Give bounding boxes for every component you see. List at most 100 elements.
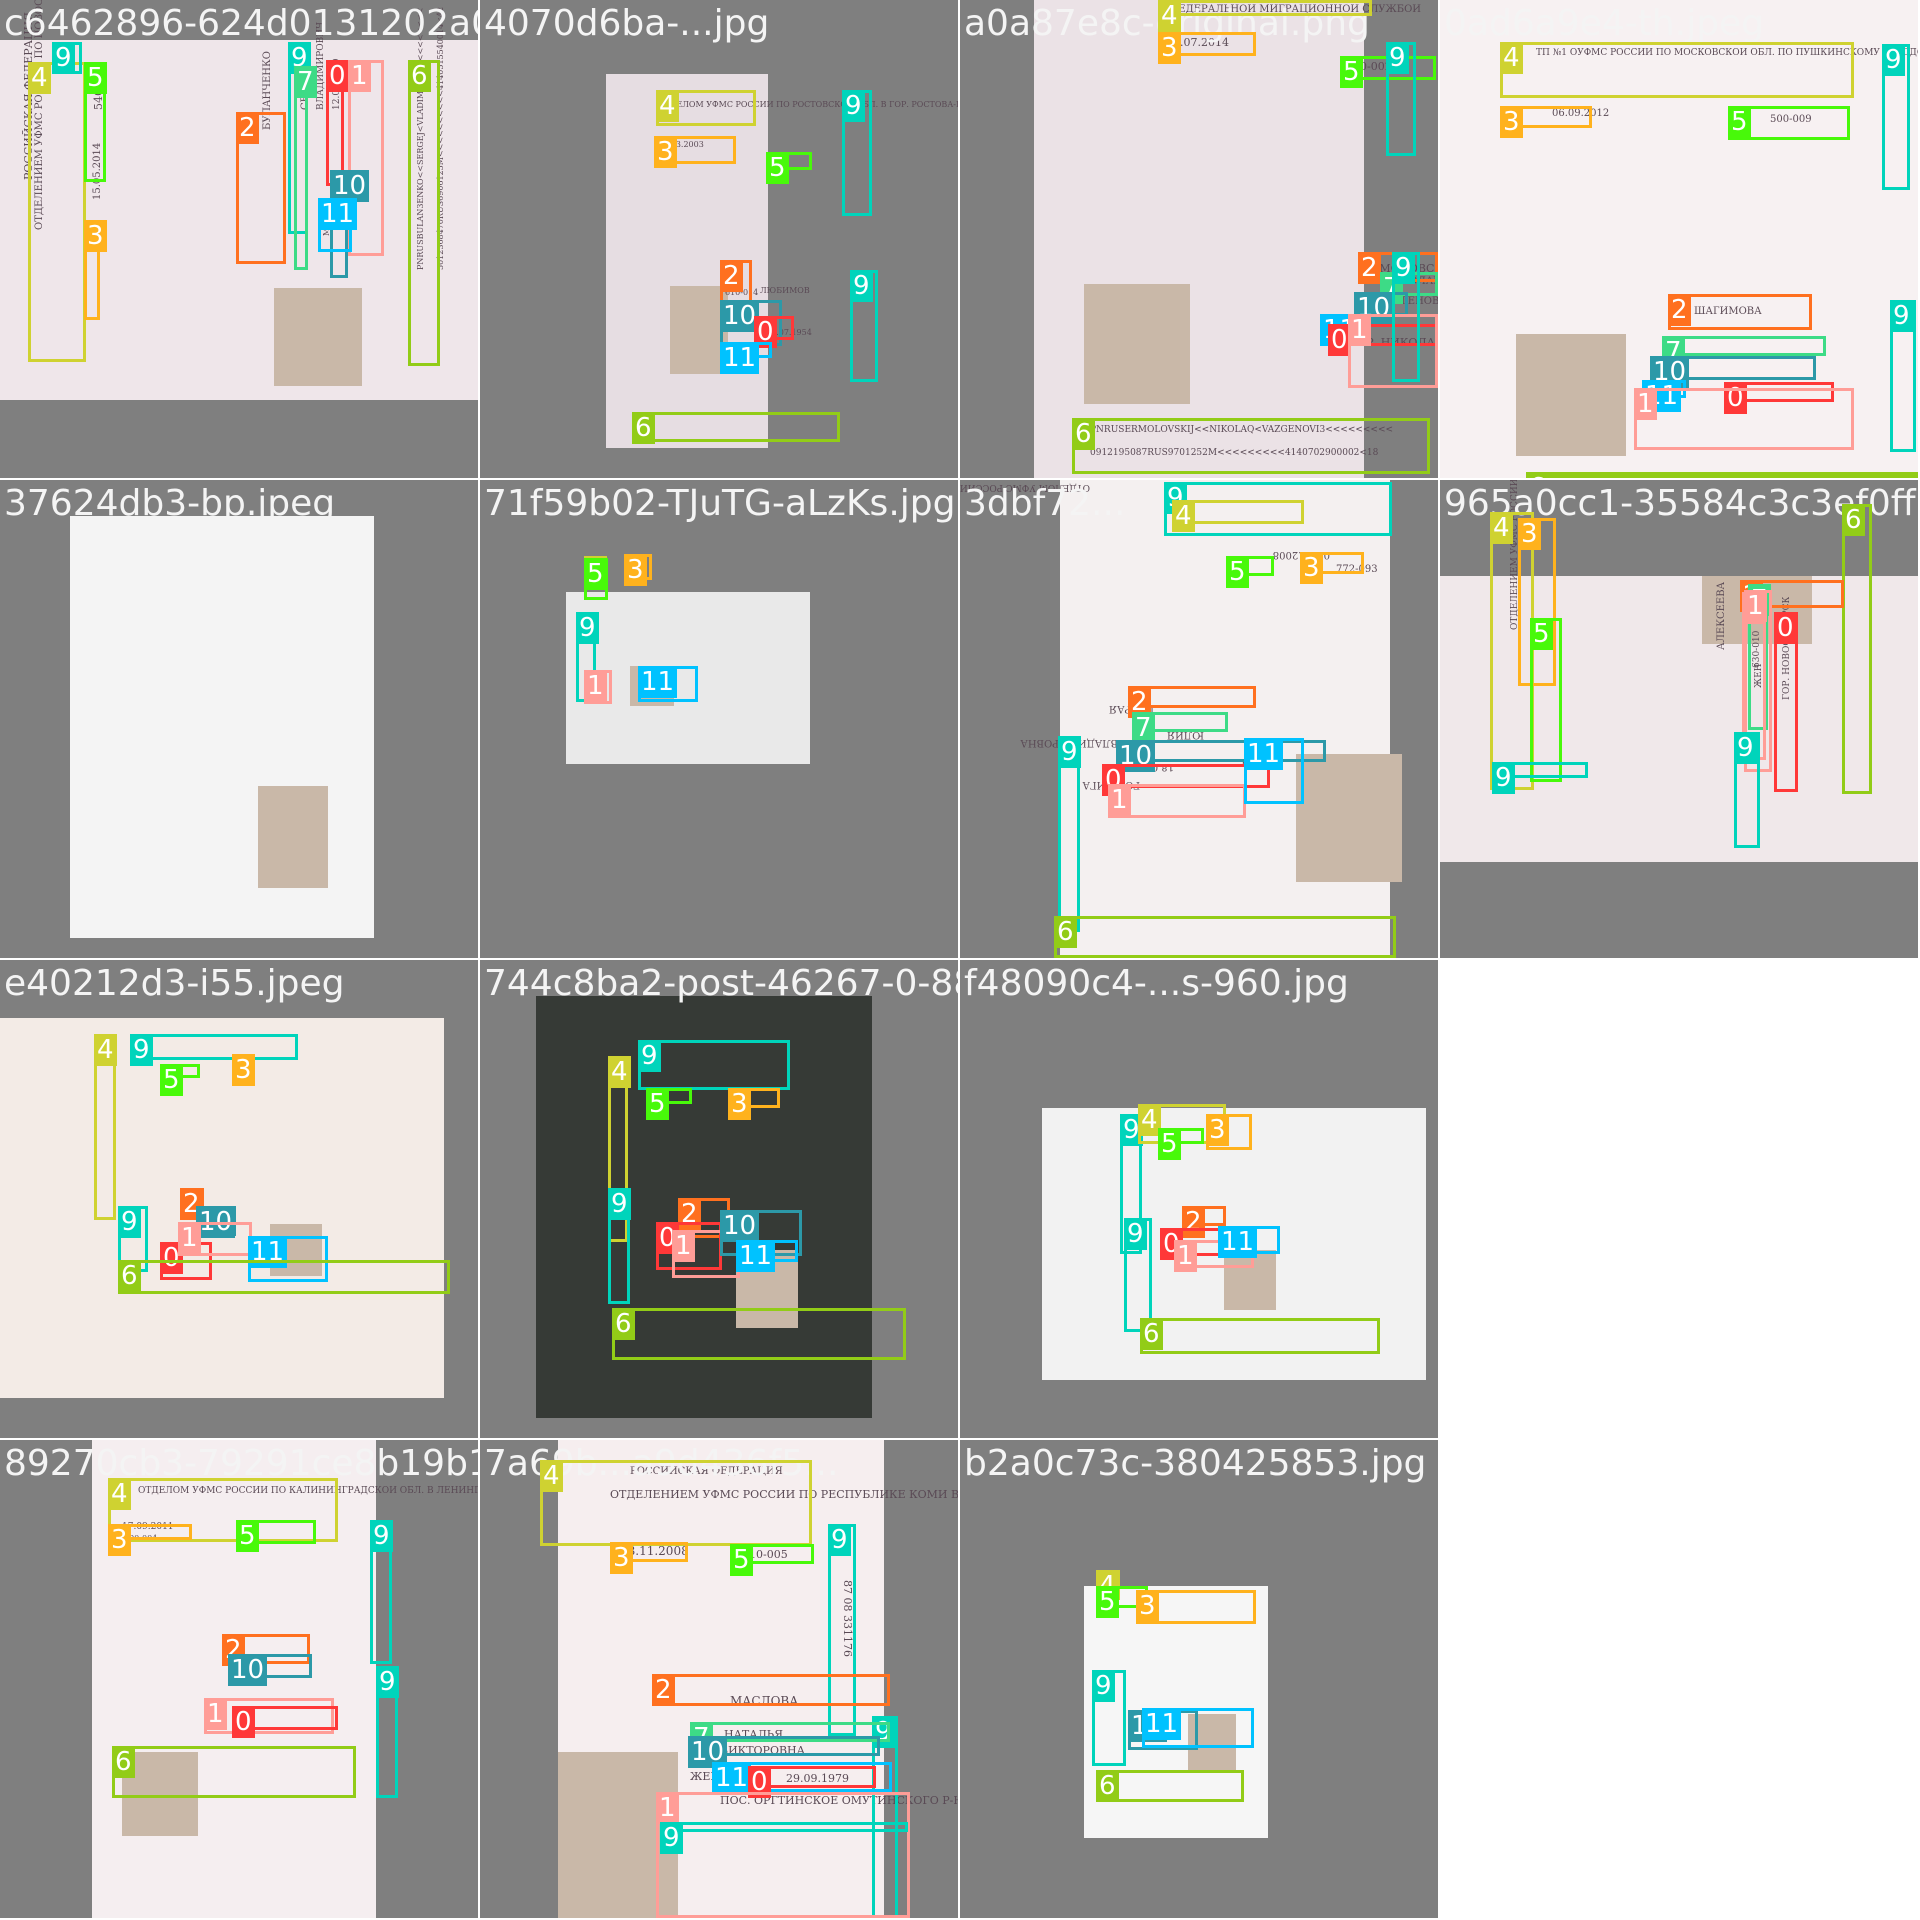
detection-box-class-9: 9 xyxy=(1092,1670,1126,1766)
detection-class-label: 4 xyxy=(1500,42,1523,74)
detection-box-class-6: 6 xyxy=(612,1308,906,1360)
detection-class-label: 0 xyxy=(748,1766,771,1798)
detection-box-class-10: 10 xyxy=(1650,356,1816,388)
holder-photo xyxy=(1296,754,1402,882)
passport-field-text: 0912195087RUS9701252M<<<<<<<<<4140702900… xyxy=(1090,448,1379,458)
detection-box-class-1: 1 xyxy=(204,1698,334,1734)
passport-image xyxy=(1034,0,1364,478)
detection-box-class-5: 5 xyxy=(646,1088,692,1120)
detection-class-label: 2 xyxy=(236,112,259,144)
detection-class-label: 3 xyxy=(1300,552,1323,584)
detection-box-class-1: 1 xyxy=(1634,388,1854,450)
detection-class-label: 11 xyxy=(638,666,678,698)
mosaic-tile: ОТДЕЛЕНИЕМ УФМС РОССИИ ПО САМАРСКОЙ ОБЛА… xyxy=(1440,480,1918,958)
detection-class-label: 1 xyxy=(656,1792,679,1824)
detection-box-class-10: 10 xyxy=(228,1654,312,1686)
detection-class-label: 9 xyxy=(1386,42,1409,74)
detection-class-label: 9 xyxy=(1092,1670,1115,1702)
mosaic-tile: ОТДЕЛОМ УФМС РОССИИ ПО КАЛИНИНГРАДСКОЙ О… xyxy=(0,1440,478,1918)
passport-field-text: 110-005 xyxy=(742,1548,788,1561)
detection-box-class-2: 2 xyxy=(1182,1206,1226,1238)
detection-box-class-11: 11 xyxy=(720,342,772,374)
detection-class-label: 3 xyxy=(108,1524,131,1556)
detection-class-label: 1 xyxy=(348,60,371,92)
holder-photo xyxy=(122,1752,198,1836)
passport-field-text: РОССИЙСКАЯ ФЕДЕРАЦИЯ xyxy=(630,1466,783,1477)
detection-class-label: 9 xyxy=(660,1822,683,1854)
detection-box-class-2: 2 xyxy=(236,112,286,264)
mosaic-tile: ОТДЕЛОМ УФМС РОССИИ ПО НОВОСИБИРСКОЙ ОБЛ… xyxy=(960,480,1438,958)
detection-box-class-9: 9 xyxy=(376,1666,399,1798)
detection-box-class-11: 11 xyxy=(638,666,698,702)
detection-class-label: 2 xyxy=(652,1674,675,1706)
detection-box-class-11: 11 xyxy=(1244,738,1304,804)
detection-class-label: 0 xyxy=(326,60,349,92)
detection-class-label: 9 xyxy=(576,612,599,644)
detection-box-class-11: 11 xyxy=(1142,1708,1254,1748)
passport-image xyxy=(0,40,478,400)
holder-photo xyxy=(670,286,728,374)
tile-filename: 965a0cc1-35584c3c3ef0ff72... xyxy=(1444,483,1918,524)
detection-class-label: 9 xyxy=(370,1520,393,1552)
detection-box-class-10: 10 xyxy=(688,1736,880,1768)
detection-class-label: 4 xyxy=(28,62,51,94)
mosaic-tile: РОССИЙСКАЯ ФЕДЕРАЦИЯ ОТДЕЛЕНИЕМ УФМС РОСС… xyxy=(480,1440,958,1918)
detection-box-class-0: 0 xyxy=(326,60,349,186)
tile-filename: 744c8ba2-post-46267-0-887... xyxy=(484,963,958,1004)
passport-field-text: 610-014 xyxy=(725,288,759,297)
tile-filename: 37624db3-bp.jpeg xyxy=(4,483,336,524)
detection-box-class-3: 3 xyxy=(1206,1114,1252,1150)
detection-box-class-9: 9 xyxy=(1890,300,1916,452)
detection-box-class-5: 5 xyxy=(1226,556,1274,588)
detection-box-class-9: 9 xyxy=(638,1040,790,1090)
detection-class-label: 5 xyxy=(1340,56,1363,88)
detection-class-label: 3 xyxy=(654,136,677,168)
detection-box-class-6: 6 xyxy=(1072,418,1430,474)
mosaic-tile: ТП №1 ОУФМС РОССИИ ПО МОСКОВСКОЙ ОБЛ. ПО… xyxy=(1440,0,1918,478)
passport-field-text: 02.07.2014 xyxy=(1166,36,1229,49)
detection-box-class-5: 5 xyxy=(84,62,107,182)
detection-box-class-2: 2 xyxy=(180,1188,204,1220)
passport-field-text: ВАЗГЕНОВИЧ xyxy=(1380,296,1438,307)
passport-field-text: ОТДЕЛЕНИЕМ УФМС РОССИИ ПО РЕСПУБЛИКЕ КОМ… xyxy=(610,1488,958,1501)
detection-class-label: 11 xyxy=(1218,1226,1258,1258)
detection-class-label: 0 xyxy=(1774,612,1797,644)
detection-class-label: 3 xyxy=(232,1054,255,1086)
detection-box-class-5: 5 xyxy=(730,1544,814,1576)
detection-class-label: 6 xyxy=(1054,916,1077,948)
detection-class-label: 6 xyxy=(612,1308,635,1340)
detection-box-class-5: 5 xyxy=(1530,618,1562,782)
detection-box-class-3: 3 xyxy=(728,1088,780,1120)
detection-class-label: 1 xyxy=(1348,314,1371,346)
detection-class-label: 5 xyxy=(1158,1128,1181,1160)
passport-field-text: 772-093 xyxy=(1336,564,1378,575)
detection-class-label: 9 xyxy=(376,1666,399,1698)
holder-photo xyxy=(258,786,328,888)
detection-class-label: 5 xyxy=(236,1520,259,1552)
detection-box-class-1: 1 xyxy=(1744,590,1772,772)
detection-box-class-9: 9 xyxy=(1124,1218,1152,1332)
detection-box-class-0: 0 xyxy=(1328,324,1438,356)
detection-box-class-1: 1 xyxy=(656,1792,910,1918)
detection-class-label: 9 xyxy=(842,90,865,122)
detection-box-class-6: 6 xyxy=(1842,504,1872,794)
detection-class-label: 9 xyxy=(52,42,75,74)
passport-field-text: 28.11.2008 xyxy=(620,1544,689,1558)
detection-class-label: 0 xyxy=(232,1706,255,1738)
detection-box-class-3: 3 xyxy=(1300,552,1364,584)
mosaic-tile: 744c8ba2-post-46267-0-887...495329011011… xyxy=(480,960,958,1438)
detection-class-label: 9 xyxy=(1734,732,1757,764)
detection-class-label: 6 xyxy=(1072,418,1095,450)
passport-field-text: 500-009 xyxy=(1770,114,1812,125)
detection-box-class-11: 11 xyxy=(1218,1226,1280,1258)
detection-box-class-9: 9 xyxy=(1492,762,1588,794)
tile-filename: f48090c4-...s-960.jpg xyxy=(964,963,1349,1004)
detection-box-class-9: 9 xyxy=(1058,736,1081,932)
detection-class-label: 6 xyxy=(1096,1770,1119,1802)
detection-class-label: 5 xyxy=(84,62,107,94)
tile-filename: b2a0c73c-380425853.jpg xyxy=(964,1443,1427,1484)
detection-class-label: 6 xyxy=(1842,504,1865,536)
detection-box-class-11: 11 xyxy=(318,198,358,252)
detection-box-class-4: 4 xyxy=(656,90,756,126)
detection-class-label: 9 xyxy=(1120,1114,1143,1146)
